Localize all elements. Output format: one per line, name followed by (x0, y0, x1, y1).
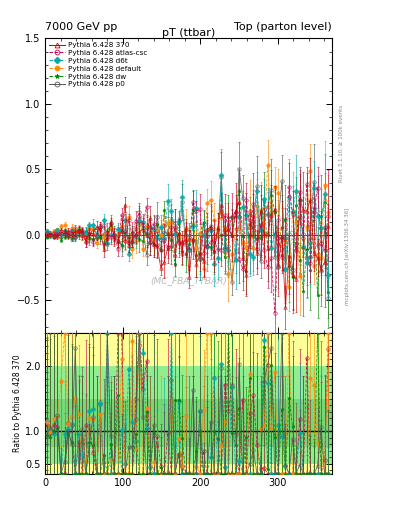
Text: Rivet 3.1.10, ≥ 100k events: Rivet 3.1.10, ≥ 100k events (339, 105, 344, 182)
Title: pT (ttbar): pT (ttbar) (162, 28, 215, 37)
Legend: Pythia 6.428 370, Pythia 6.428 atlas-csc, Pythia 6.428 d6t, Pythia 6.428 default: Pythia 6.428 370, Pythia 6.428 atlas-csc… (48, 40, 149, 89)
Bar (45, 333, 332, 474)
Text: mcplots.cern.ch [arXiv:1306.34 36]: mcplots.cern.ch [arXiv:1306.34 36] (345, 207, 350, 305)
Text: Top (parton level): Top (parton level) (234, 22, 332, 32)
Text: 7000 GeV pp: 7000 GeV pp (45, 22, 118, 32)
Y-axis label: Ratio to Pythia 6.428 370: Ratio to Pythia 6.428 370 (13, 355, 22, 452)
Bar (45, 366, 332, 464)
Bar (45, 398, 332, 447)
Text: (MC_FBA_TTBAR): (MC_FBA_TTBAR) (150, 275, 227, 285)
